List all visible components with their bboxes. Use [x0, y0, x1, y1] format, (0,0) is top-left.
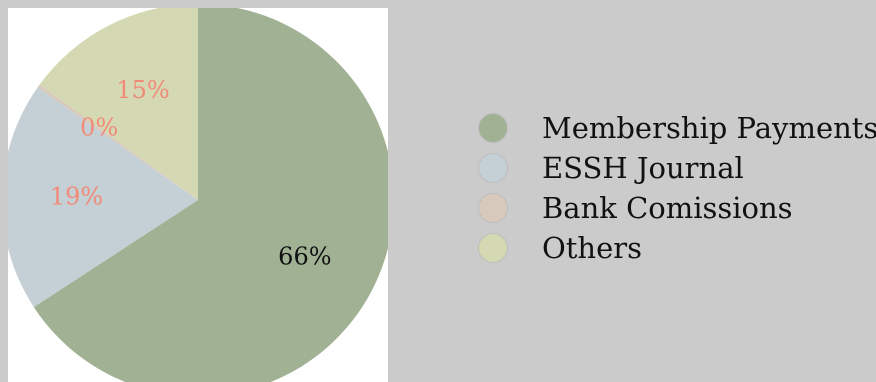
pie-data-label-essh-journal: 19%	[50, 182, 103, 210]
pie-slice-essh-journal	[8, 87, 198, 308]
legend-item-essh-journal: ESSH Journal	[478, 148, 876, 188]
legend-swatch-bank-comissions	[478, 193, 508, 223]
legend-label: Bank Comissions	[542, 190, 793, 225]
legend-item-others: Others	[478, 228, 876, 268]
pie-data-label-membership-payments: 66%	[278, 242, 331, 270]
pie-slice-membership-payments	[33, 8, 388, 382]
pie-chart-panel: 66% 19% 0% 15%	[8, 8, 388, 382]
legend-swatch-others	[478, 233, 508, 263]
pie-slice-bank-comissions	[37, 84, 198, 200]
legend-swatch-membership-payments	[478, 113, 508, 143]
pie-data-label-bank-comissions: 0%	[80, 114, 118, 142]
legend-item-bank-comissions: Bank Comissions	[478, 188, 876, 228]
pie-slice-others	[39, 8, 198, 200]
legend-item-membership-payments: Membership Payments	[478, 108, 876, 148]
chart-legend: Membership Payments ESSH Journal Bank Co…	[478, 108, 876, 268]
legend-swatch-essh-journal	[478, 153, 508, 183]
pie-data-label-others: 15%	[116, 76, 169, 104]
legend-label: Membership Payments	[542, 110, 876, 145]
legend-label: Others	[542, 230, 643, 265]
pie-chart: 66% 19% 0% 15%	[8, 8, 388, 382]
legend-label: ESSH Journal	[542, 150, 744, 185]
